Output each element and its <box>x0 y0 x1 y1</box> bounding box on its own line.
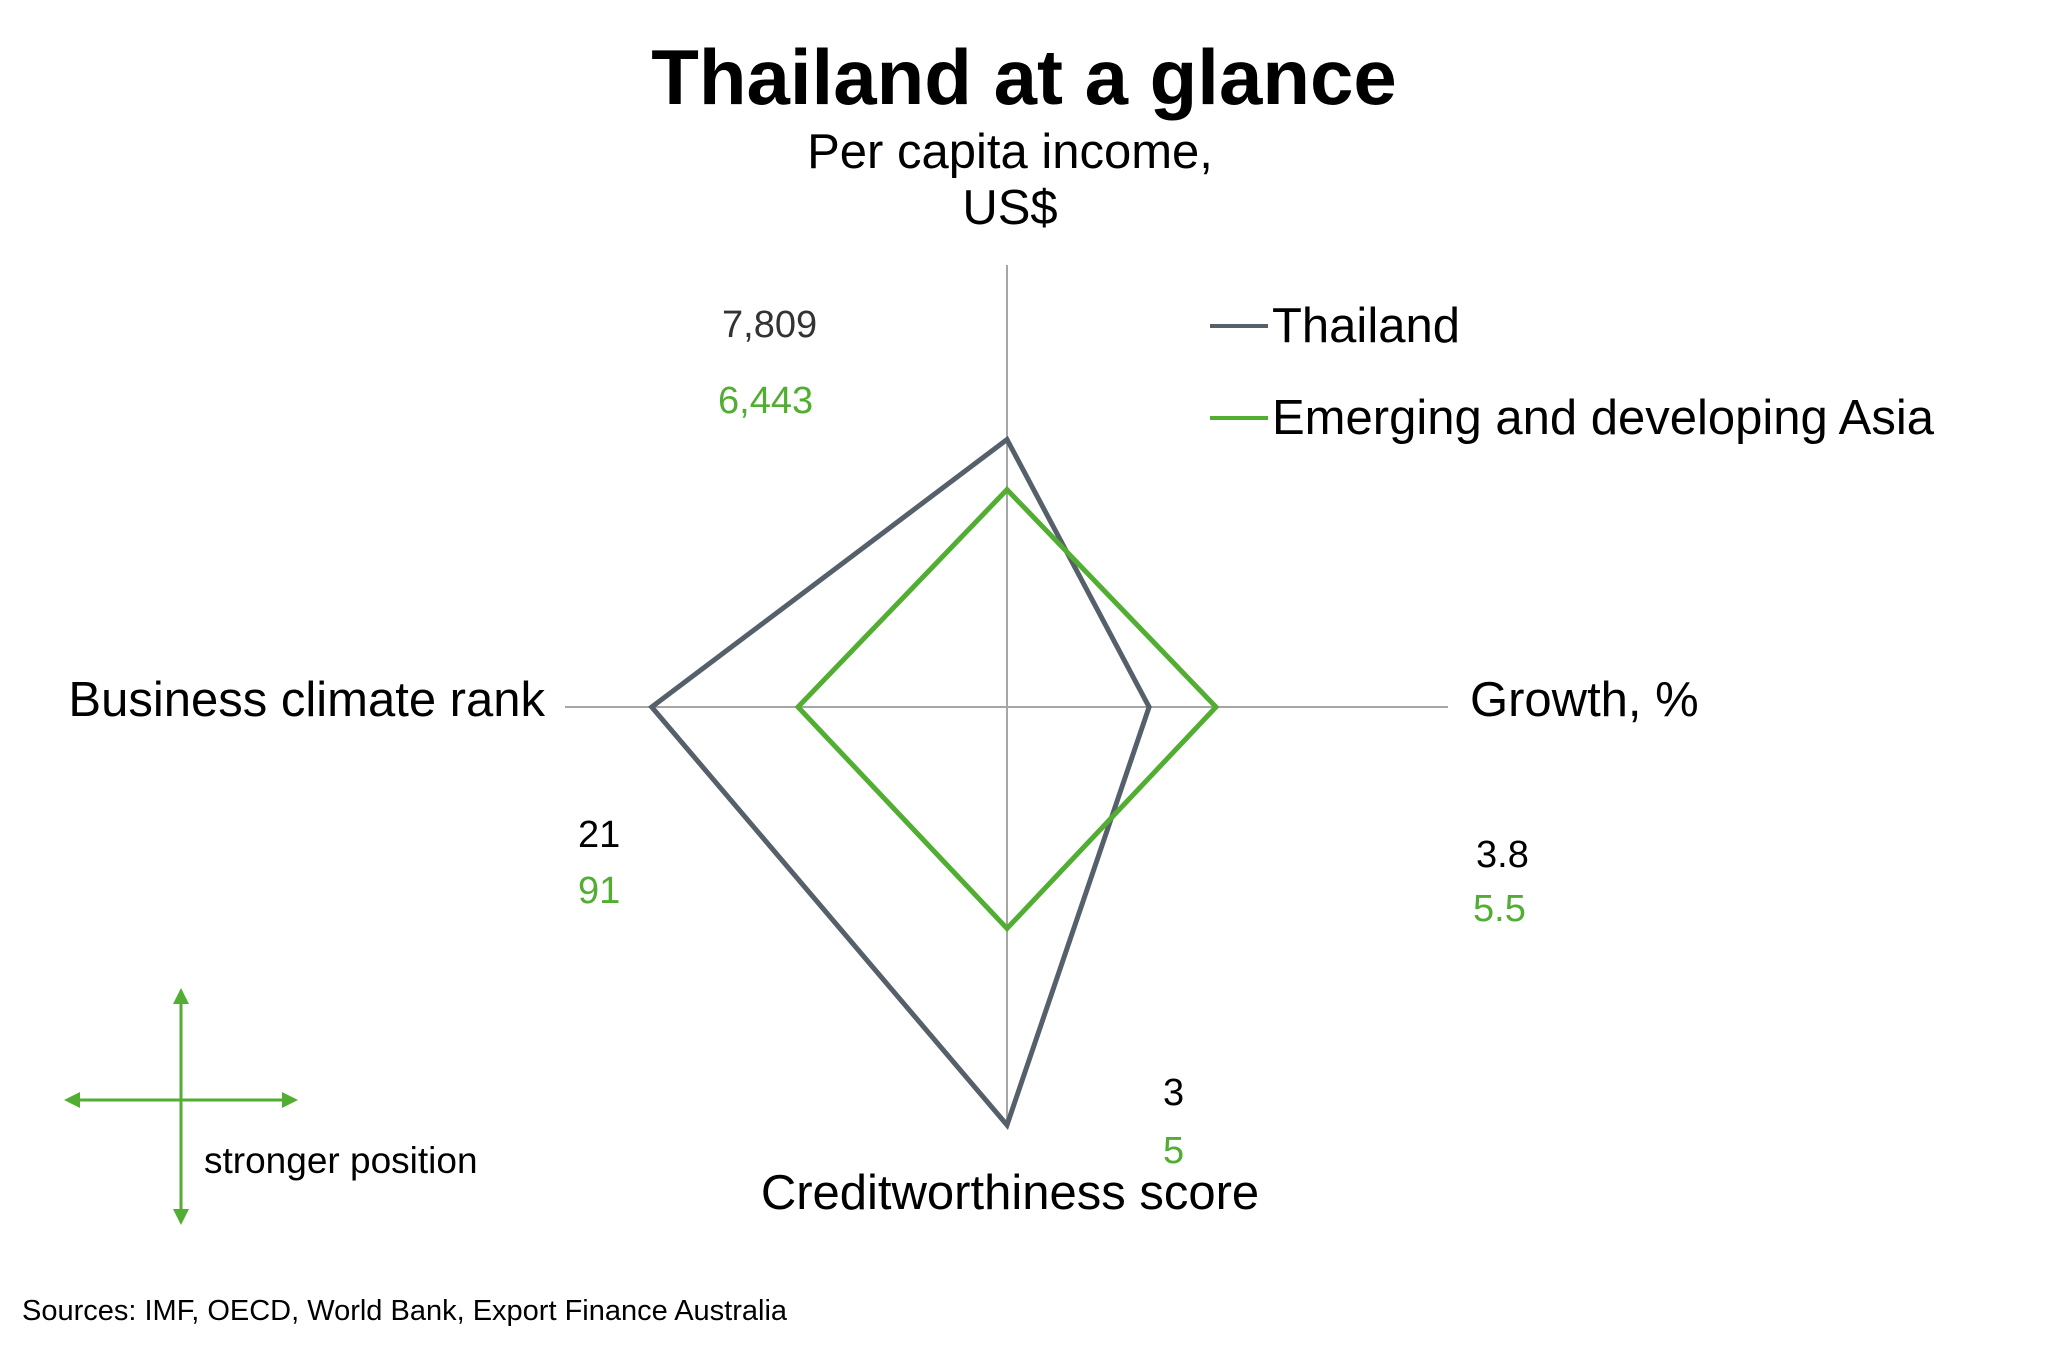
value-label-thailand-business: 21 <box>578 814 621 856</box>
axis-label-growth: Growth, % <box>1470 673 1699 727</box>
value-label-asia-growth: 5.5 <box>1473 888 1526 930</box>
value-label-thailand-income: 7,809 <box>722 304 818 346</box>
axis-label-line: US$ <box>962 181 1058 235</box>
legend-label: Thailand <box>1272 299 1460 353</box>
axis-label-business-climate: Business climate rank <box>68 673 545 727</box>
value-label-asia-credit: 5 <box>1163 1130 1185 1172</box>
arrow-right-icon <box>282 1092 298 1108</box>
legend-label: Emerging and developing Asia <box>1272 391 1934 445</box>
value-label-asia-income: 6,443 <box>718 380 814 422</box>
value-label-thailand-growth: 3.8 <box>1476 834 1529 876</box>
axis-label-per-capita-income: Per capita income, US$ <box>700 124 1320 236</box>
value-label-thailand-credit: 3 <box>1163 1072 1185 1114</box>
stronger-position-hint: stronger position <box>204 1140 478 1181</box>
arrow-up-icon <box>173 988 189 1004</box>
legend-item-thailand: Thailand <box>1210 298 1460 354</box>
axis-label-creditworthiness: Creditworthiness score <box>760 1166 1260 1220</box>
arrow-left-icon <box>64 1092 80 1108</box>
axis-label-line: Per capita income, <box>807 125 1213 179</box>
chart-title: Thailand at a glance <box>651 33 1397 121</box>
value-label-asia-business: 91 <box>578 870 621 912</box>
series-polygon-thailand <box>648 435 1152 1130</box>
legend-item-asia: Emerging and developing Asia <box>1210 390 1934 446</box>
legend-swatch <box>1210 324 1268 328</box>
series-polygon-asia <box>794 485 1220 933</box>
arrow-down-icon <box>173 1209 189 1225</box>
legend-swatch <box>1210 416 1268 420</box>
source-note: Sources: IMF, OECD, World Bank, Export F… <box>22 1295 788 1327</box>
